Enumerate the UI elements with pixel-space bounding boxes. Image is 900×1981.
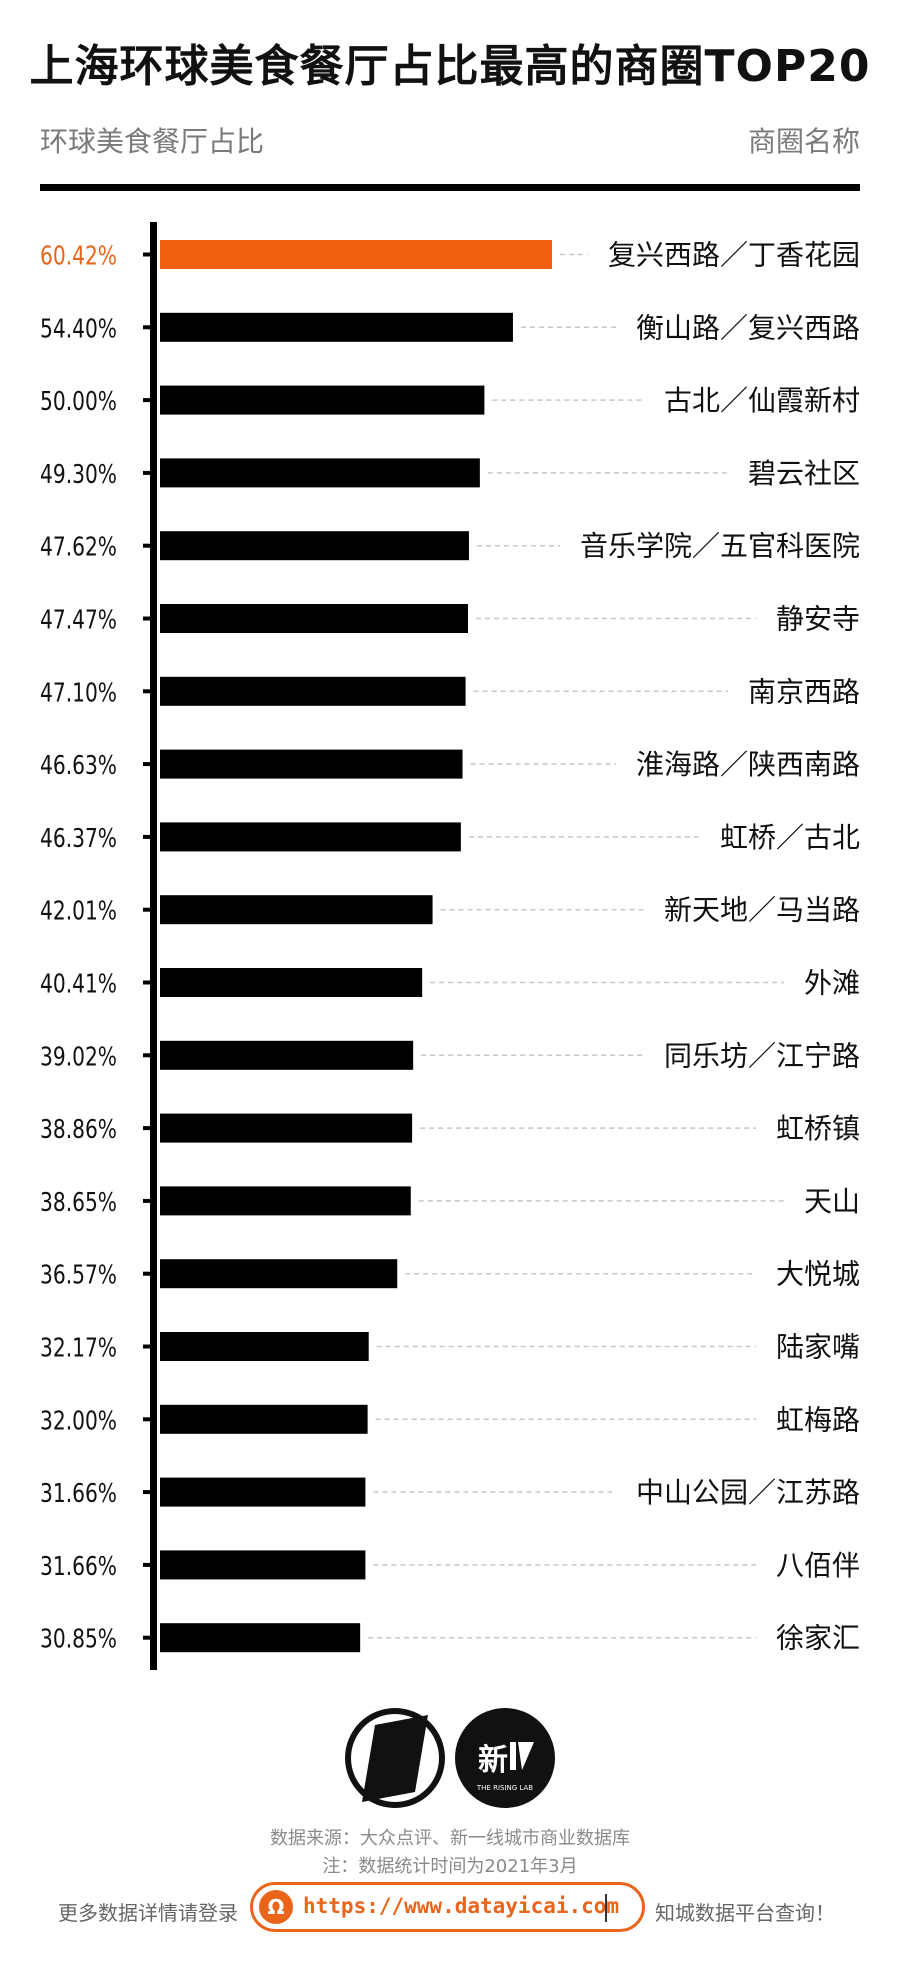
chart-title: 上海环球美食餐厅占比最高的商圈TOP20 xyxy=(29,41,871,92)
value-label: 32.00% xyxy=(40,1406,117,1436)
axis-tick xyxy=(143,470,153,475)
value-label: 40.41% xyxy=(40,970,117,1000)
value-label: 54.40% xyxy=(40,314,117,344)
bar xyxy=(160,968,423,997)
category-label: 碧云社区 xyxy=(748,457,860,490)
url-text[interactable]: https://www.datayicai.com xyxy=(303,1894,620,1918)
bar-chart: 60.42% 复兴西路／丁香花园 54.40% 衡山路／复兴西路 50.00% 古北／仙霞… xyxy=(40,222,860,1670)
category-label: 虹桥／古北 xyxy=(720,821,860,854)
category-label: 南京西路 xyxy=(748,675,860,708)
value-label: 47.47% xyxy=(40,606,117,636)
bar xyxy=(160,312,513,342)
platform-logo-icon: Ω xyxy=(259,1890,293,1924)
value-label: 47.62% xyxy=(40,533,117,563)
value-label: 31.66% xyxy=(40,1552,117,1582)
axis-tick xyxy=(143,1198,153,1203)
category-axis-caption: 商圈名称 xyxy=(747,125,860,158)
brand-logos: 新 THE RISING LAB xyxy=(0,1700,900,1820)
axis-tick xyxy=(143,1271,153,1276)
axis-tick xyxy=(143,1490,153,1495)
bar xyxy=(160,458,480,488)
axis-tick xyxy=(143,252,153,257)
value-label: 39.02% xyxy=(40,1042,117,1072)
bar xyxy=(160,676,466,706)
bar xyxy=(160,1113,413,1143)
logo-brand-sub: THE RISING LAB xyxy=(476,1784,533,1792)
bar xyxy=(160,385,485,415)
bar xyxy=(160,1477,366,1507)
bar xyxy=(160,531,469,561)
category-label: 衡山路／复兴西路 xyxy=(636,311,860,344)
axis-tick xyxy=(143,325,153,330)
axis-tick xyxy=(143,1053,153,1058)
axis-tick xyxy=(143,762,153,767)
axis-tick xyxy=(143,834,153,839)
bar xyxy=(160,1040,414,1070)
axis-tick xyxy=(143,616,153,621)
bar xyxy=(160,1404,368,1434)
bar xyxy=(160,1259,398,1289)
category-label: 静安寺 xyxy=(776,603,860,636)
category-label: 虹梅路 xyxy=(776,1403,860,1436)
category-label: 大悦城 xyxy=(776,1258,860,1291)
category-label: 同乐坊／江宁路 xyxy=(664,1039,860,1072)
axis-tick xyxy=(143,980,153,985)
axis-tick xyxy=(143,543,153,548)
category-label: 陆家嘴 xyxy=(776,1331,860,1364)
axis-tick xyxy=(143,1344,153,1349)
axis-tick xyxy=(143,907,153,912)
bar xyxy=(160,240,552,269)
value-axis-caption: 环球美食餐厅占比 xyxy=(40,125,265,158)
category-label: 新天地／马当路 xyxy=(664,894,860,927)
value-label: 36.57% xyxy=(40,1261,117,1291)
bar xyxy=(160,1623,361,1653)
axis-tick xyxy=(143,689,153,694)
bar xyxy=(160,822,461,852)
bar xyxy=(160,604,468,633)
axis-tick xyxy=(143,1635,153,1640)
value-label: 32.17% xyxy=(40,1334,117,1364)
bar xyxy=(160,1332,369,1361)
bar xyxy=(160,1550,366,1580)
category-label: 虹桥镇 xyxy=(776,1112,860,1145)
footer-right-text: 知城数据平台查询！ xyxy=(655,1901,835,1925)
rising-lab-logo-icon: 新 THE RISING LAB xyxy=(455,1708,555,1808)
category-label: 徐家汇 xyxy=(776,1622,860,1655)
bar xyxy=(160,749,463,779)
text-caret xyxy=(605,1894,607,1922)
category-label: 淮海路／陕西南路 xyxy=(636,748,860,781)
value-label: 42.01% xyxy=(40,897,117,927)
value-label: 50.00% xyxy=(40,387,117,417)
value-label: 46.37% xyxy=(40,824,117,854)
axis-tick xyxy=(143,1126,153,1131)
first-logo-icon xyxy=(345,1708,445,1808)
value-axis-line xyxy=(150,222,157,1670)
axis-tick xyxy=(143,398,153,403)
value-label: 60.42% xyxy=(40,242,117,272)
category-label: 外滩 xyxy=(804,967,860,1000)
axis-tick xyxy=(143,1417,153,1422)
bar xyxy=(160,895,433,925)
category-label: 八佰伴 xyxy=(776,1549,860,1582)
logo-brand-text: 新 xyxy=(478,1743,508,1778)
url-link[interactable]: Ω https://www.datayicai.com xyxy=(250,1882,645,1932)
category-label: 音乐学院／五官科医院 xyxy=(580,530,860,563)
value-label: 49.30% xyxy=(40,460,117,490)
top-rule xyxy=(40,184,860,191)
value-label: 31.66% xyxy=(40,1479,117,1509)
category-label: 古北／仙霞新村 xyxy=(664,384,860,417)
value-label: 46.63% xyxy=(40,751,117,781)
value-label: 47.10% xyxy=(40,678,117,708)
value-label: 38.65% xyxy=(40,1188,117,1218)
bar xyxy=(160,1186,411,1216)
category-label: 复兴西路／丁香花园 xyxy=(608,239,860,272)
value-label: 38.86% xyxy=(40,1115,117,1145)
axis-tick xyxy=(143,1562,153,1567)
category-label: 天山 xyxy=(804,1185,860,1218)
value-label: 30.85% xyxy=(40,1625,117,1655)
footer-left-text: 更多数据详情请登录 xyxy=(58,1901,238,1925)
data-source-note: 数据来源：大众点评、新一线城市商业数据库 xyxy=(270,1828,630,1849)
category-label: 中山公园／江苏路 xyxy=(636,1476,860,1509)
data-date-note: 注：数据统计时间为2021年3月 xyxy=(322,1856,578,1877)
